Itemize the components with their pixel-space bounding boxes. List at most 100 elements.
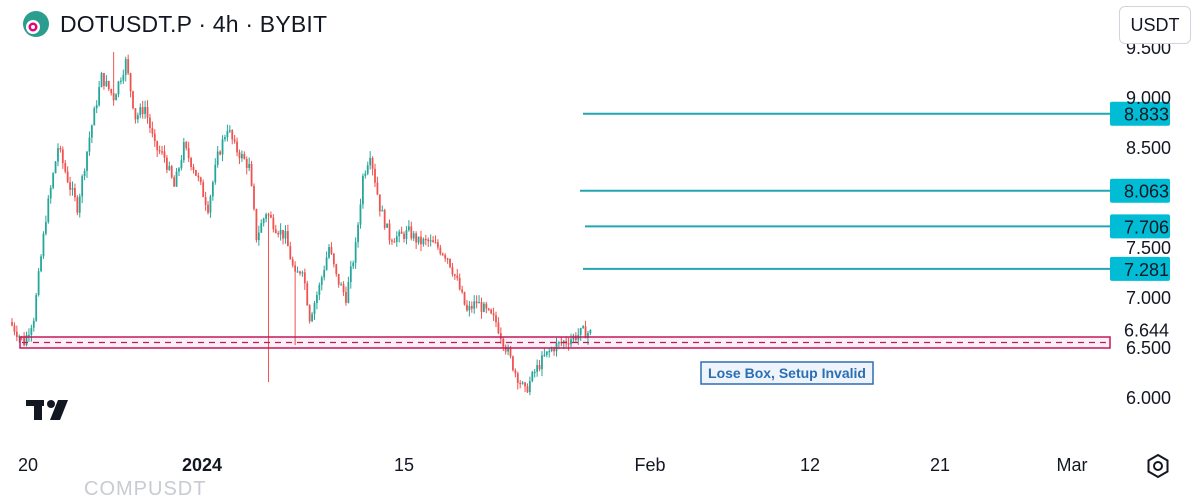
candle-body — [134, 108, 137, 120]
candle-body — [83, 170, 86, 177]
candle-body — [553, 348, 555, 352]
candle-body — [170, 166, 173, 178]
level-price-badge — [1110, 214, 1170, 239]
level-price-label: 7.281 — [1124, 260, 1169, 280]
candle-body — [509, 348, 512, 357]
candle-body — [209, 196, 212, 213]
candle-body — [236, 141, 238, 153]
candle-body — [349, 266, 352, 283]
candle-body — [192, 166, 195, 170]
candle-body — [461, 289, 464, 293]
candle-body — [195, 169, 197, 176]
candle-body — [42, 233, 45, 257]
candle-body — [323, 269, 326, 278]
candle-body — [47, 198, 50, 223]
candle-body — [335, 264, 338, 274]
candle-body — [149, 117, 151, 129]
candle-body — [543, 354, 546, 357]
candle-body — [311, 314, 313, 322]
symbol-title: DOTUSDT.P · 4h · BYBIT — [60, 10, 328, 37]
candle-body — [117, 81, 120, 95]
candle-body — [492, 313, 495, 316]
candle-body — [265, 214, 267, 219]
candle-body — [478, 302, 480, 304]
candle-body — [64, 163, 67, 172]
candle-body — [524, 382, 526, 387]
candle-body — [161, 151, 163, 153]
candle-body — [567, 343, 570, 345]
candle-body — [286, 231, 289, 247]
candle-body — [536, 365, 539, 372]
symbol-header: DOTUSDT.P · 4h · BYBIT — [22, 10, 327, 38]
price-axis-label: 6.000 — [1126, 388, 1171, 408]
candle-body — [325, 257, 328, 270]
candle-body — [550, 348, 553, 352]
price-axis-label: 6.500 — [1126, 338, 1171, 358]
candle-body — [332, 253, 335, 265]
candle-body — [141, 107, 144, 115]
candle-body — [528, 381, 531, 393]
currency-button[interactable]: USDT — [1119, 6, 1191, 44]
candle-body — [531, 371, 534, 382]
candle-body — [202, 182, 205, 197]
candle-body — [475, 301, 478, 304]
candle-body — [250, 163, 253, 186]
candle-body — [473, 301, 476, 309]
candle-body — [178, 168, 180, 172]
candle-body — [216, 151, 219, 165]
price-axis-label: 7.500 — [1126, 238, 1171, 258]
candle-body — [545, 351, 548, 355]
candle-body — [313, 303, 316, 315]
annotation-text: Lose Box, Setup Invalid — [708, 365, 866, 381]
gear-icon[interactable] — [1145, 453, 1171, 484]
tradingview-logo-icon[interactable] — [26, 398, 76, 427]
candle-body — [446, 258, 449, 260]
candle-body — [25, 335, 28, 346]
candle-body — [538, 365, 541, 370]
candle-body — [320, 277, 323, 285]
candle-body — [86, 151, 88, 171]
candle-body — [57, 148, 59, 162]
candle-body — [211, 182, 214, 197]
level-price-badge — [1110, 178, 1170, 203]
candle-body — [296, 271, 299, 273]
candle-body — [451, 267, 454, 275]
time-axis-label: 21 — [930, 455, 950, 475]
candle-body — [59, 148, 62, 150]
candle-body — [374, 168, 376, 183]
candle-body — [214, 164, 217, 183]
candle-body — [199, 177, 202, 183]
candle-body — [432, 240, 434, 243]
candle-body — [458, 277, 461, 290]
candle-body — [497, 322, 500, 334]
candle-body — [28, 334, 30, 337]
candle-body — [291, 259, 294, 266]
candle-body — [337, 273, 340, 285]
candle-body — [182, 142, 185, 161]
candle-body — [463, 292, 466, 305]
candle-body — [354, 242, 357, 263]
candle-body — [122, 74, 125, 81]
annotation-box[interactable] — [700, 361, 874, 385]
candle-body — [253, 185, 255, 210]
candle-body — [13, 325, 16, 332]
price-axis-label: 8.500 — [1126, 138, 1171, 158]
candle-body — [98, 87, 101, 106]
candle-body — [420, 236, 422, 245]
candle-body — [274, 229, 277, 233]
candle-body — [136, 115, 139, 120]
candle-body — [76, 197, 79, 213]
candle-body — [228, 130, 231, 132]
candle-body — [32, 320, 35, 328]
candle-body — [587, 333, 589, 339]
candle-body — [470, 306, 473, 309]
candle-body — [66, 171, 69, 183]
candle-body — [78, 196, 81, 213]
candle-body — [393, 241, 396, 243]
watermark-text: COMPUSDT — [84, 478, 207, 500]
candle-body — [381, 210, 384, 212]
candle-body — [405, 230, 408, 239]
candle-body — [146, 107, 149, 118]
